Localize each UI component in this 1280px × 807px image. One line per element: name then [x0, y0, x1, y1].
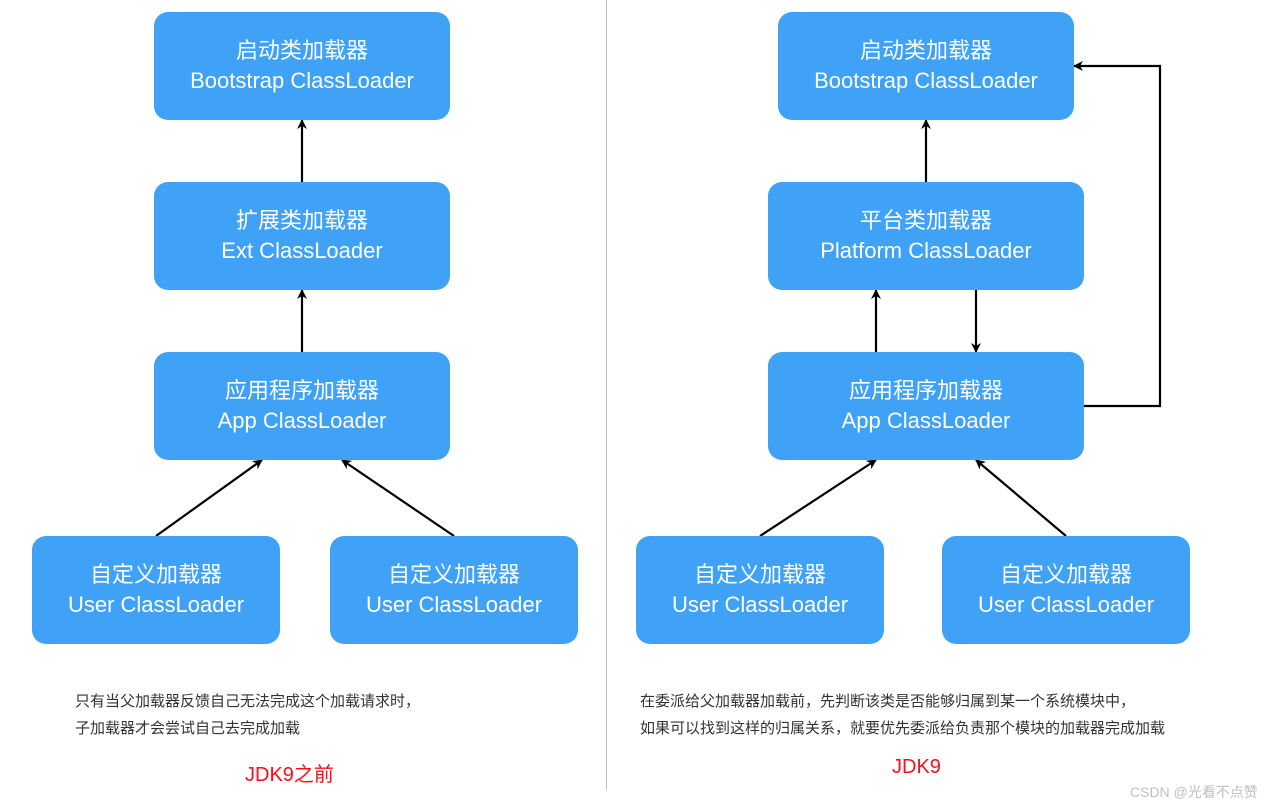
left-bootstrap-node: 启动类加载器Bootstrap ClassLoader	[154, 12, 450, 120]
right-bootstrap-node: 启动类加载器Bootstrap ClassLoader	[778, 12, 1074, 120]
left-caption-line1: 只有当父加载器反馈自己无法完成这个加载请求时，	[75, 688, 420, 715]
left-ext-line2: Ext ClassLoader	[221, 236, 382, 266]
vertical-divider	[606, 0, 607, 790]
left-ext-node: 扩展类加载器Ext ClassLoader	[154, 182, 450, 290]
left-app-line1: 应用程序加载器	[225, 376, 379, 406]
left-bootstrap-line2: Bootstrap ClassLoader	[190, 66, 414, 96]
left-user2-node: 自定义加载器User ClassLoader	[330, 536, 578, 644]
left-caption-line2: 子加载器才会尝试自己去完成加载	[75, 715, 420, 742]
right-bootstrap-line2: Bootstrap ClassLoader	[814, 66, 1038, 96]
right-app-line2: App ClassLoader	[842, 406, 1011, 436]
left-user1-line2: User ClassLoader	[68, 590, 244, 620]
left-label: JDK9之前	[245, 758, 334, 787]
watermark-text: CSDN @光看不点赞	[1130, 782, 1258, 802]
right-user1-node: 自定义加载器User ClassLoader	[636, 536, 884, 644]
left-app-line2: App ClassLoader	[218, 406, 387, 436]
left-user1-node: 自定义加载器User ClassLoader	[32, 536, 280, 644]
right-user2-line1: 自定义加载器	[1000, 560, 1132, 590]
left-bootstrap-line1: 启动类加载器	[236, 36, 368, 66]
right-label: JDK9	[892, 756, 941, 779]
left-user2-line2: User ClassLoader	[366, 590, 542, 620]
right-user1-line2: User ClassLoader	[672, 590, 848, 620]
left-ext-line1: 扩展类加载器	[236, 206, 368, 236]
right-platform-line1: 平台类加载器	[860, 206, 992, 236]
left-app-node: 应用程序加载器App ClassLoader	[154, 352, 450, 460]
right-platform-node: 平台类加载器Platform ClassLoader	[768, 182, 1084, 290]
right-user2-line2: User ClassLoader	[978, 590, 1154, 620]
right-user2-node: 自定义加载器User ClassLoader	[942, 536, 1190, 644]
left-user2-line1: 自定义加载器	[388, 560, 520, 590]
right-platform-line2: Platform ClassLoader	[820, 236, 1032, 266]
right-app-line1: 应用程序加载器	[849, 376, 1003, 406]
left-caption: 只有当父加载器反馈自己无法完成这个加载请求时， 子加载器才会尝试自己去完成加载	[75, 688, 420, 742]
right-caption-line1: 在委派给父加载器加载前，先判断该类是否能够归属到某一个系统模块中，	[640, 688, 1165, 715]
right-caption: 在委派给父加载器加载前，先判断该类是否能够归属到某一个系统模块中， 如果可以找到…	[640, 688, 1165, 742]
right-bootstrap-line1: 启动类加载器	[860, 36, 992, 66]
left-user1-line1: 自定义加载器	[90, 560, 222, 590]
right-user1-line1: 自定义加载器	[694, 560, 826, 590]
right-caption-line2: 如果可以找到这样的归属关系，就要优先委派给负责那个模块的加载器完成加载	[640, 715, 1165, 742]
right-app-node: 应用程序加载器App ClassLoader	[768, 352, 1084, 460]
